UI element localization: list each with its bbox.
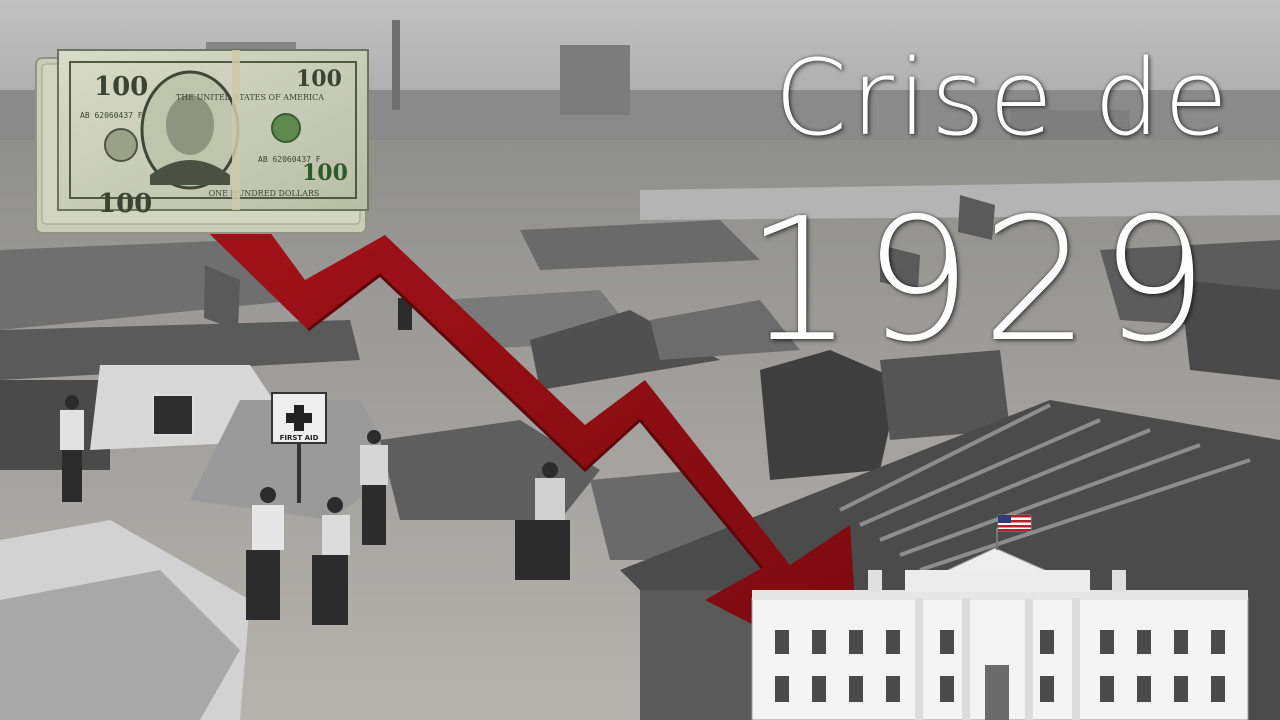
- green-seal: [271, 113, 301, 143]
- camp-sign: [152, 394, 194, 436]
- first-aid-sign-label: FIRST AID: [280, 434, 319, 442]
- us-flag-icon: [997, 514, 1032, 532]
- banknote-denomination-corner: 100: [296, 66, 342, 92]
- white-house: [751, 514, 1249, 720]
- banknote-stack: 100 100 100 100 THE UNITED STATES OF AME…: [35, 49, 369, 234]
- banknote-denomination-top: 100: [94, 72, 148, 102]
- money-band: [232, 50, 240, 210]
- camp-flags: [204, 195, 995, 330]
- banknote-denomination-bottom: 100: [98, 189, 152, 219]
- people: [60, 287, 570, 625]
- banknote-serial-right: AB 62060437 F: [258, 155, 321, 164]
- banknote-denomination-big: 100: [302, 160, 348, 186]
- treasury-seal: [104, 128, 138, 162]
- title-year: 1929: [745, 182, 1218, 380]
- banknote-header: THE UNITED STATES OF AMERICA: [176, 93, 324, 102]
- first-aid-sign: FIRST AID: [271, 392, 327, 503]
- arrow-edge: [307, 273, 764, 569]
- banknote-serial-left: AB 62060437 F: [80, 111, 143, 120]
- title-crise-de: Crise de: [774, 37, 1232, 159]
- banknote-footer: ONE HUNDRED DOLLARS: [209, 189, 320, 198]
